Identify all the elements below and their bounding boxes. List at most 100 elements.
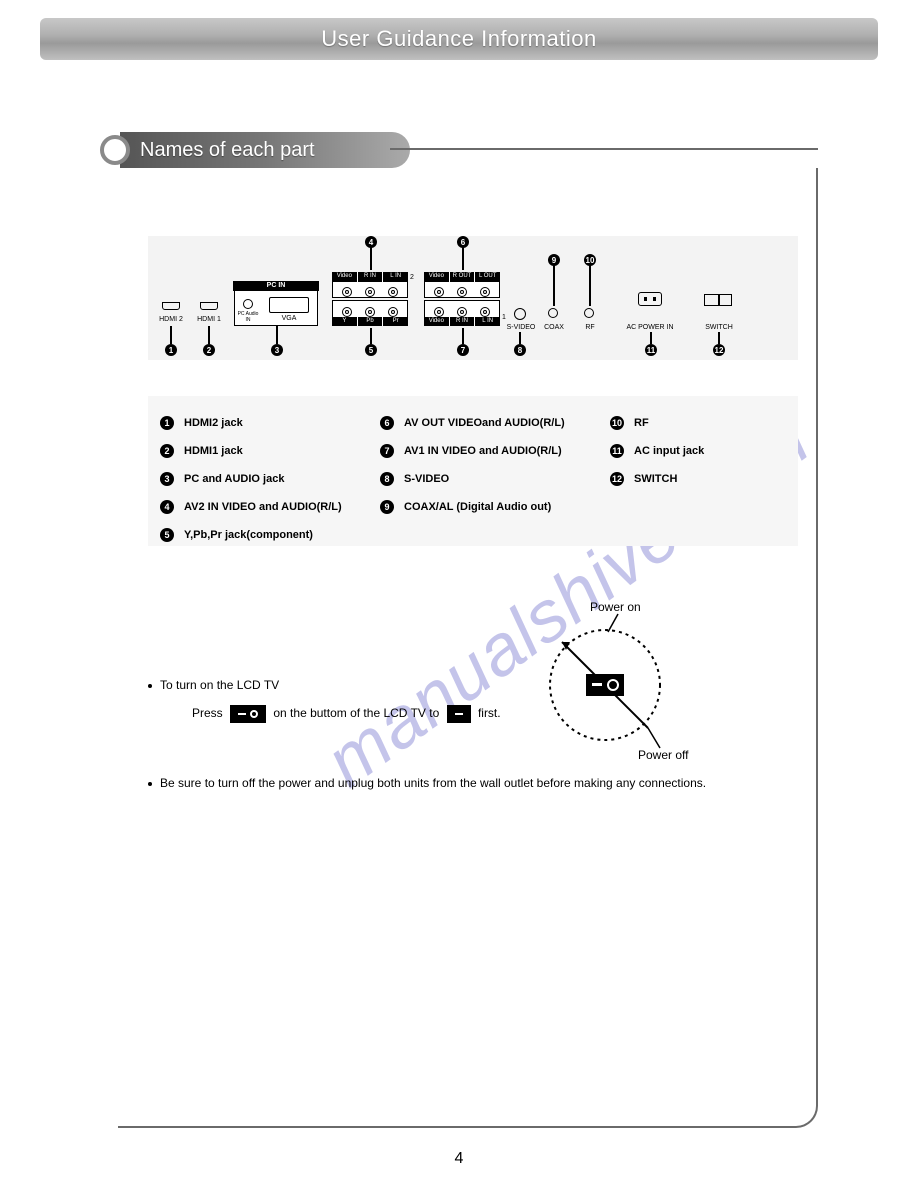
callout-line-9 bbox=[553, 264, 555, 306]
callout-5: 5 bbox=[365, 344, 377, 356]
rf-label: RF bbox=[582, 324, 598, 331]
svideo-label: S-VIDEO bbox=[506, 324, 536, 331]
callout-8: 8 bbox=[514, 344, 526, 356]
callout-10: 10 bbox=[584, 254, 596, 266]
av1-h3: L IN bbox=[475, 317, 500, 326]
legend-item-9: 9COAX/AL (Digital Audio out) bbox=[380, 500, 600, 514]
avout-group: Video R OUT L OUT bbox=[424, 272, 500, 298]
ypbpr-group: Y Pb Pr bbox=[332, 300, 408, 326]
callout-line-11 bbox=[650, 332, 652, 344]
legend-badge: 12 bbox=[610, 472, 624, 486]
bullet-icon bbox=[148, 684, 152, 688]
coax-label: COAX bbox=[542, 324, 566, 331]
callout-line-5 bbox=[370, 328, 372, 344]
legend-item-5: 5Y,Pb,Pr jack(component) bbox=[160, 528, 370, 542]
callout-9: 9 bbox=[548, 254, 560, 266]
ac-label: AC POWER IN bbox=[626, 324, 674, 331]
page-number: 4 bbox=[0, 1150, 918, 1168]
vga-port-icon bbox=[269, 297, 309, 313]
callout-1: 1 bbox=[165, 344, 177, 356]
av1-group: Video R IN L IN bbox=[424, 300, 500, 326]
instr-line1: To turn on the LCD TV bbox=[148, 678, 798, 692]
header-ribbon: User Guidance Information bbox=[40, 18, 878, 60]
callout-line-8 bbox=[519, 332, 521, 344]
ypbpr-h2: Pb bbox=[358, 317, 384, 326]
ac-port-icon bbox=[638, 292, 662, 306]
switch-port-icon bbox=[704, 294, 732, 306]
callout-7: 7 bbox=[457, 344, 469, 356]
legend-badge: 10 bbox=[610, 416, 624, 430]
pcin-header: PC IN bbox=[233, 281, 319, 291]
legend-panel: 1HDMI2 jack 2 HDMI1 jack 3PC and AUDIO ja… bbox=[148, 396, 798, 546]
legend-badge: 7 bbox=[380, 444, 394, 458]
instr-line3: Be sure to turn off the power and unplug… bbox=[148, 776, 798, 790]
legend-item-6: 6AV OUT VIDEOand AUDIO(R/L) bbox=[380, 416, 600, 430]
bullet-icon bbox=[148, 782, 152, 786]
ports-diagram: HDMI 2 HDMI 1 PC IN PC Audio IN VGA Vide… bbox=[148, 236, 798, 360]
callout-line-2 bbox=[208, 326, 210, 344]
legend-text: RF bbox=[634, 417, 649, 429]
legend-badge: 2 bbox=[160, 444, 174, 458]
legend-text: AC input jack bbox=[634, 445, 704, 457]
avout-h3: L OUT bbox=[475, 272, 500, 282]
legend-item-10: 10 RF bbox=[610, 416, 770, 430]
legend-item-8: 8S-VIDEO bbox=[380, 472, 600, 486]
pcin-box: PC IN PC Audio IN VGA bbox=[234, 282, 318, 326]
av2-h2: R IN bbox=[358, 272, 384, 282]
legend-text: AV2 IN VIDEO and AUDIO(R/L) bbox=[184, 501, 342, 513]
legend-text: HDMI2 jack bbox=[184, 417, 243, 429]
legend-item-2: 2 HDMI1 jack bbox=[160, 444, 370, 458]
legend-item-1: 1HDMI2 jack bbox=[160, 416, 370, 430]
legend-badge: 5 bbox=[160, 528, 174, 542]
legend-badge: 8 bbox=[380, 472, 394, 486]
av1-num: 1 bbox=[502, 314, 506, 321]
svideo-port-icon bbox=[514, 308, 526, 320]
legend-badge: 11 bbox=[610, 444, 624, 458]
section-rule bbox=[390, 148, 818, 150]
av2-h3: L IN bbox=[383, 272, 408, 282]
rf-port-icon bbox=[584, 308, 594, 318]
legend-badge: 9 bbox=[380, 500, 394, 514]
legend-item-4: 4AV2 IN VIDEO and AUDIO(R/L) bbox=[160, 500, 370, 514]
av1-h2: R IN bbox=[450, 317, 476, 326]
callout-12: 12 bbox=[713, 344, 725, 356]
legend-item-3: 3PC and AUDIO jack bbox=[160, 472, 370, 486]
pc-audio-jack-icon bbox=[243, 299, 253, 309]
legend-item-7: 7 AV1 IN VIDEO and AUDIO(R/L) bbox=[380, 444, 600, 458]
av2-num: 2 bbox=[410, 274, 414, 281]
av1-h1: Video bbox=[424, 317, 450, 326]
legend-badge: 6 bbox=[380, 416, 394, 430]
av1-header: Video R IN L IN bbox=[424, 317, 500, 326]
switch-label: SWITCH bbox=[704, 324, 734, 331]
legend-text: AV1 IN VIDEO and AUDIO(R/L) bbox=[404, 445, 562, 457]
switch-off-icon bbox=[447, 705, 471, 723]
callout-line-12 bbox=[718, 332, 720, 344]
legend-text: HDMI1 jack bbox=[184, 445, 243, 457]
callout-3: 3 bbox=[271, 344, 283, 356]
legend-col-2: 6AV OUT VIDEOand AUDIO(R/L) 7 AV1 IN VIDE… bbox=[380, 416, 600, 542]
instr-line1-text: To turn on the LCD TV bbox=[160, 678, 279, 692]
avout-header: Video R OUT L OUT bbox=[424, 272, 500, 282]
legend-col-3: 10RF 11AC input jack 12SWITCH bbox=[610, 416, 770, 542]
hdmi1-port-icon bbox=[200, 302, 218, 310]
callout-2: 2 bbox=[203, 344, 215, 356]
callout-line-4 bbox=[370, 246, 372, 270]
callout-line-7 bbox=[462, 328, 464, 344]
hdmi2-label: HDMI 2 bbox=[156, 316, 186, 323]
legend-badge: 3 bbox=[160, 472, 174, 486]
hdmi2-port-icon bbox=[162, 302, 180, 310]
header-title: User Guidance Information bbox=[321, 26, 596, 52]
power-dial-diagram: Power on Power off bbox=[530, 600, 700, 770]
legend-item-11: 11 AC input jack bbox=[610, 444, 770, 458]
instr-line3-text: Be sure to turn off the power and unplug… bbox=[160, 776, 706, 790]
avout-h1: Video bbox=[424, 272, 450, 282]
callout-line-1 bbox=[170, 326, 172, 344]
av2-group: Video R IN L IN bbox=[332, 272, 408, 298]
ypbpr-h3: Pr bbox=[383, 317, 408, 326]
callout-line-3 bbox=[276, 326, 278, 344]
instr-line2: Press on the buttom of the LCD TV to fir… bbox=[148, 705, 798, 723]
ypbpr-h1: Y bbox=[332, 317, 358, 326]
av2-header: Video R IN L IN bbox=[332, 272, 408, 282]
instr-l2a: Press bbox=[192, 706, 223, 720]
av2-h1: Video bbox=[332, 272, 358, 282]
